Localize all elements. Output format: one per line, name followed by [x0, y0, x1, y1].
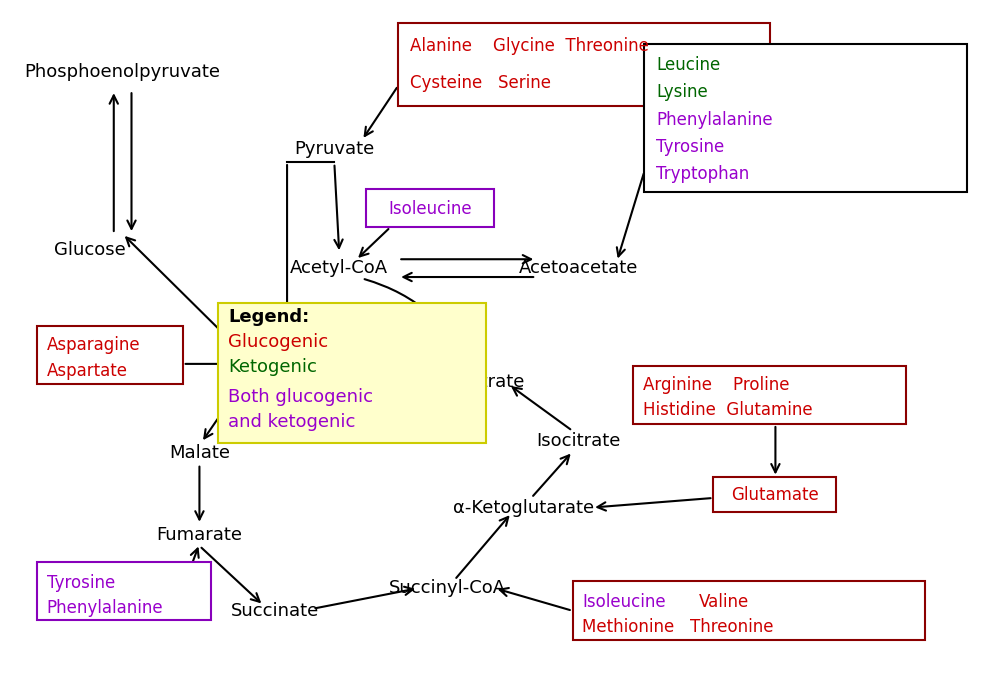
- Text: Lysine: Lysine: [656, 83, 708, 101]
- Text: Ketogenic: Ketogenic: [228, 358, 317, 376]
- Text: Glucose: Glucose: [55, 241, 126, 259]
- Text: α-Ketoglutarate: α-Ketoglutarate: [453, 499, 594, 516]
- Text: Malate: Malate: [169, 445, 230, 462]
- Text: Phosphoenolpyruvate: Phosphoenolpyruvate: [25, 63, 221, 81]
- Text: Arginine    Proline: Arginine Proline: [642, 376, 789, 394]
- FancyBboxPatch shape: [366, 189, 494, 227]
- Text: Pyruvate: Pyruvate: [294, 140, 375, 158]
- FancyBboxPatch shape: [644, 44, 967, 192]
- Text: Acetyl-CoA: Acetyl-CoA: [290, 259, 389, 277]
- Text: Phenylalanine: Phenylalanine: [47, 599, 163, 617]
- Text: Leucine: Leucine: [656, 56, 721, 74]
- Text: and ketogenic: and ketogenic: [228, 413, 356, 431]
- FancyBboxPatch shape: [218, 303, 486, 443]
- Text: Isoleucine: Isoleucine: [582, 593, 666, 611]
- Text: Valine: Valine: [699, 593, 748, 611]
- Text: Phenylalanine: Phenylalanine: [656, 111, 773, 129]
- FancyBboxPatch shape: [632, 366, 907, 424]
- Text: Glucogenic: Glucogenic: [228, 333, 328, 351]
- Text: Histidine  Glutamine: Histidine Glutamine: [642, 402, 812, 419]
- Text: Isocitrate: Isocitrate: [537, 432, 620, 450]
- Text: Both glucogenic: Both glucogenic: [228, 388, 373, 406]
- Text: Succinate: Succinate: [232, 602, 319, 620]
- FancyBboxPatch shape: [37, 562, 212, 620]
- Text: Asparagine: Asparagine: [47, 337, 140, 354]
- Text: Isoleucine: Isoleucine: [388, 200, 471, 218]
- Text: Glutamate: Glutamate: [732, 486, 819, 503]
- Text: Cysteine   Serine: Cysteine Serine: [411, 75, 551, 92]
- Text: Tyrosine: Tyrosine: [656, 138, 725, 156]
- Text: Legend:: Legend:: [228, 308, 309, 326]
- FancyBboxPatch shape: [399, 23, 770, 106]
- Text: Alanine    Glycine  Threonine: Alanine Glycine Threonine: [411, 37, 649, 55]
- Text: Oxaloacetate: Oxaloacetate: [220, 354, 340, 371]
- Text: Tryptophan: Tryptophan: [656, 166, 749, 183]
- Text: Citrate: Citrate: [463, 373, 525, 391]
- FancyBboxPatch shape: [714, 477, 837, 512]
- Text: Succinyl-CoA: Succinyl-CoA: [389, 579, 506, 597]
- Text: Methionine   Threonine: Methionine Threonine: [582, 618, 774, 636]
- FancyBboxPatch shape: [37, 326, 183, 384]
- Text: Acetoacetate: Acetoacetate: [519, 259, 638, 277]
- Text: Aspartate: Aspartate: [47, 362, 128, 380]
- Text: Fumarate: Fumarate: [156, 526, 243, 544]
- Text: Tyrosine: Tyrosine: [47, 574, 115, 592]
- FancyBboxPatch shape: [573, 581, 925, 640]
